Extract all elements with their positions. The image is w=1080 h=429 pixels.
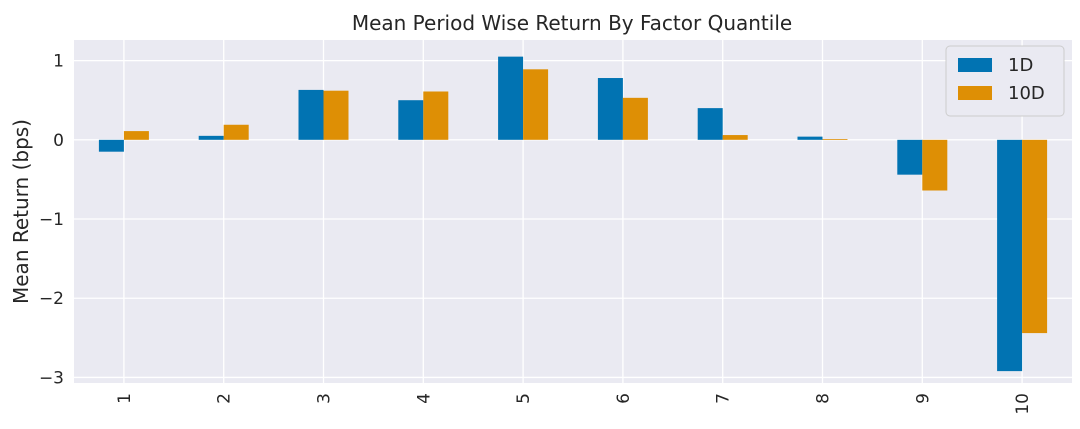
x-tick-label: 5 [514, 393, 534, 404]
bar-1D-q2 [198, 135, 224, 140]
x-tick-label: 8 [814, 393, 834, 404]
bar-1D-q6 [597, 78, 623, 140]
bars [98, 56, 1048, 372]
bar-1D-q7 [697, 108, 723, 140]
bar-10D-q7 [722, 135, 748, 140]
x-tick-label: 4 [414, 393, 434, 404]
y-tick-label: 0 [53, 131, 64, 151]
y-tick-label: −3 [39, 368, 64, 388]
legend-swatch-10D [958, 86, 992, 100]
bar-1D-q9 [897, 139, 923, 175]
bar-1D-q8 [797, 136, 823, 140]
y-tick-label: −1 [39, 210, 64, 230]
bar-1D-q3 [298, 89, 324, 140]
x-tick-label: 10 [1013, 393, 1033, 415]
x-tick-label: 3 [315, 393, 335, 404]
bar-10D-q1 [123, 131, 149, 140]
x-tick-label: 2 [215, 393, 235, 404]
bar-1D-q4 [398, 100, 424, 140]
bar-10D-q10 [1022, 139, 1048, 334]
bar-10D-q6 [622, 97, 648, 140]
x-axis-ticks: 1 2 3 4 5 6 7 8 9 10 [115, 393, 1033, 415]
y-tick-label: −2 [39, 289, 64, 309]
bar-10D-q8 [822, 139, 848, 140]
legend-label-10D: 10D [1008, 83, 1045, 104]
bar-10D-q3 [323, 90, 349, 140]
bar-1D-q10 [997, 139, 1023, 372]
y-axis-ticks: 1 0 −1 −2 −3 [39, 52, 64, 389]
x-tick-label: 1 [115, 393, 135, 404]
bar-1D-q5 [498, 56, 524, 140]
y-axis-label: Mean Return (bps) [9, 119, 33, 304]
bar-10D-q5 [523, 69, 549, 140]
legend-label-1D: 1D [1008, 55, 1033, 76]
bar-10D-q4 [423, 91, 449, 140]
legend-swatch-1D [958, 58, 992, 72]
bar-10D-q2 [223, 124, 249, 140]
x-tick-label: 6 [614, 393, 634, 404]
chart-title: Mean Period Wise Return By Factor Quanti… [352, 11, 792, 35]
y-tick-label: 1 [53, 52, 64, 72]
plot-area [74, 40, 1072, 383]
bar-1D-q1 [98, 139, 124, 152]
x-tick-label: 9 [913, 393, 933, 404]
bar-10D-q9 [922, 139, 948, 191]
legend-box [945, 45, 1065, 117]
x-tick-label: 7 [714, 393, 734, 404]
